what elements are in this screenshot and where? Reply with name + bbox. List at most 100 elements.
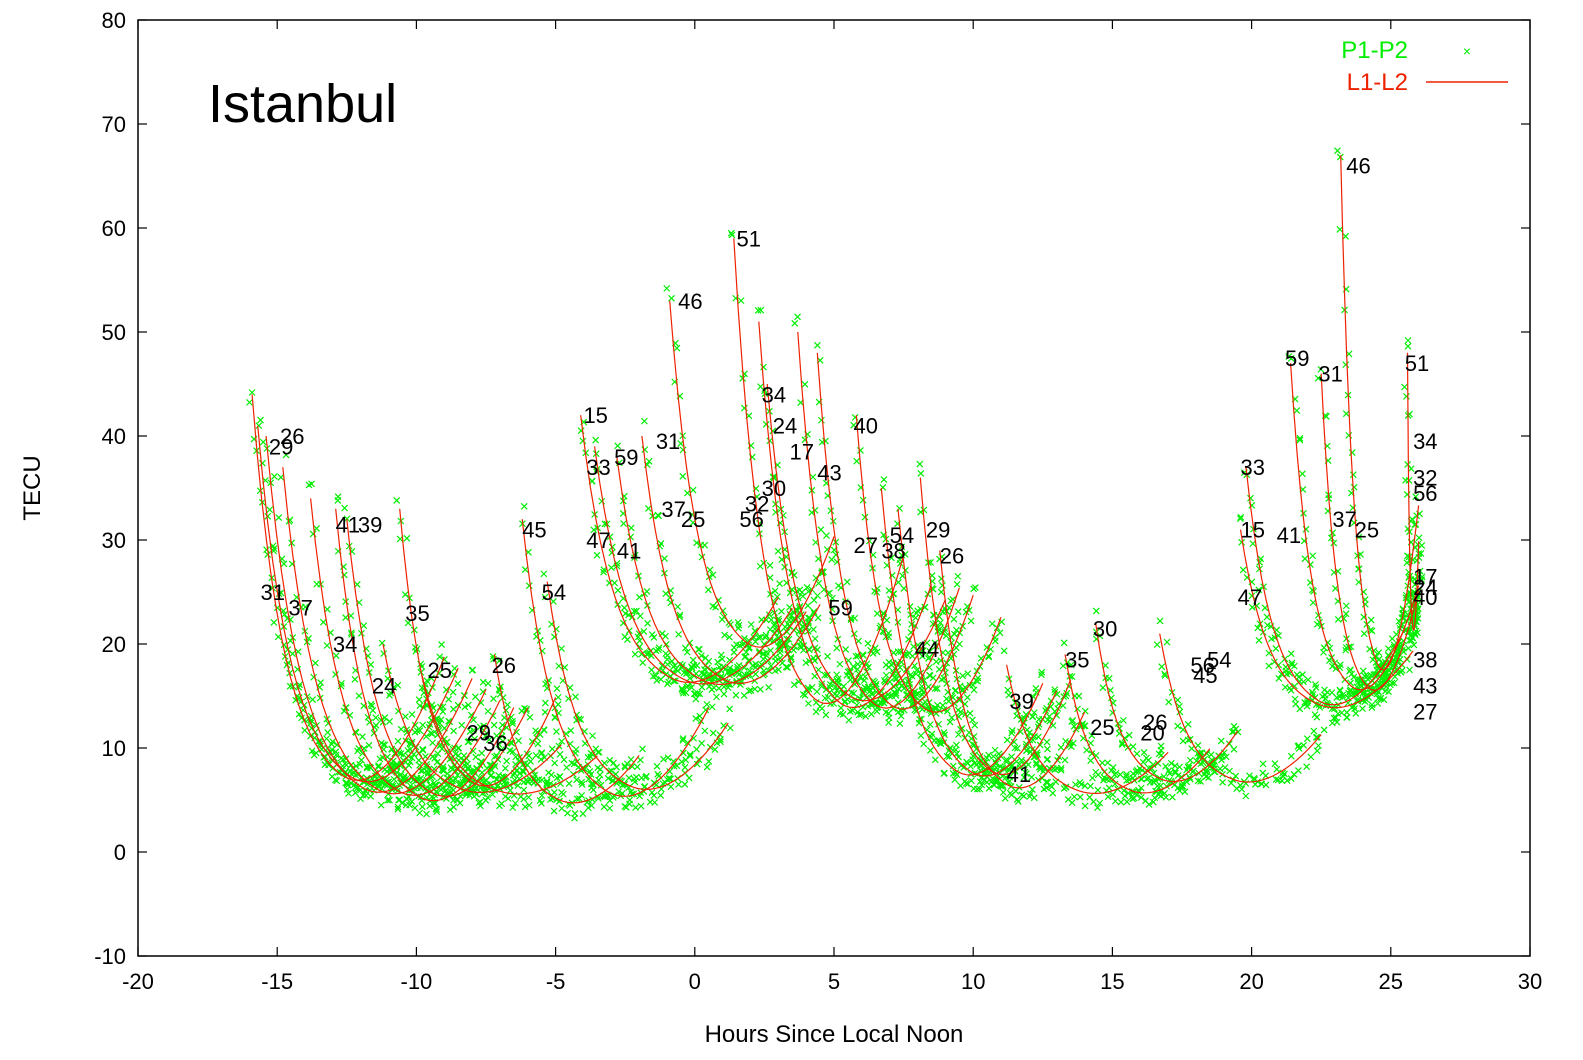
p1-p2-point (423, 810, 430, 818)
p1-p2-point (503, 757, 511, 765)
l1-l2-line (855, 415, 1002, 713)
p1-p2-point (906, 603, 914, 611)
p1-p2-point (614, 586, 622, 594)
p1-p2-point (1307, 753, 1315, 761)
p1-p2-point (688, 683, 695, 691)
p1-p2-point (1018, 756, 1025, 764)
satellite-label: 29 (926, 518, 950, 543)
p1-p2-point (866, 537, 873, 545)
p1-p2-point (614, 442, 622, 450)
p1-p2-point (438, 641, 446, 649)
p1-p2-point (1327, 534, 1335, 542)
p1-p2-point (495, 740, 503, 748)
p1-p2-point (1313, 733, 1321, 741)
p1-p2-point (776, 646, 784, 654)
p1-p2-point (1143, 775, 1151, 783)
p1-p2-point (1194, 777, 1202, 785)
p1-p2-point (519, 768, 527, 776)
p1-p2-point (752, 660, 759, 668)
p1-p2-point (1186, 756, 1194, 764)
satellite-label: 56 (739, 507, 763, 532)
p1-p2-point (627, 533, 635, 541)
p1-p2-point (801, 691, 809, 699)
p1-p2-point (1351, 705, 1359, 713)
p1-p2-point (396, 796, 404, 804)
p1-p2-point (554, 700, 562, 708)
satellite-label: 25 (1355, 518, 1379, 543)
p1-p2-point (501, 780, 509, 788)
p1-p2-point (1003, 736, 1011, 744)
axes: -20 -15 -10 -5 0 5 10 15 20 25 30 -10 0 10 20 30 40 50 60 7… (94, 8, 1542, 994)
p1-p2-point (1242, 792, 1250, 800)
p1-p2-point (590, 526, 598, 534)
p1-p2-point (259, 438, 267, 446)
p1-p2-point (1418, 542, 1426, 549)
x-tick-label: 20 (1239, 969, 1263, 994)
p1-p2-point (676, 611, 684, 619)
p1-p2-point (785, 635, 793, 643)
p1-p2-point (596, 771, 604, 779)
satellite-label: 47 (1238, 585, 1262, 610)
p1-p2-point (607, 564, 615, 572)
p1-p2-point (686, 751, 694, 758)
p1-p2-point (408, 711, 416, 718)
p1-p2-point (1123, 798, 1131, 806)
p1-p2-point (259, 459, 266, 467)
p1-p2-point (796, 586, 804, 594)
plot-area (246, 147, 1426, 822)
p1-p2-point (416, 809, 424, 817)
p1-p2-point (936, 737, 944, 745)
p1-p2-point (852, 652, 860, 660)
p1-p2-point (766, 561, 774, 569)
p1-p2-point (1263, 613, 1271, 621)
p1-p2-point (765, 683, 773, 691)
p1-p2-point (664, 754, 672, 762)
x-tick-label: -20 (122, 969, 154, 994)
p1-p2-point (1310, 727, 1318, 735)
p1-p2-point (568, 759, 576, 767)
p1-p2-point (660, 755, 667, 763)
p1-p2-point (587, 780, 595, 788)
satellite-label: 25 (1090, 715, 1114, 740)
p1-p2-point (277, 589, 285, 597)
p1-p2-point (476, 774, 483, 782)
p1-p2-point (805, 700, 812, 707)
p1-p2-point (502, 706, 510, 714)
p1-p2-point (683, 648, 691, 656)
p1-p2-point (397, 725, 405, 733)
p1-p2-point (571, 810, 579, 817)
p1-p2-point (1313, 747, 1321, 755)
y-tick-label: 40 (102, 424, 126, 449)
p1-p2-point (372, 714, 380, 722)
p1-p2-point (359, 791, 367, 799)
p1-p2-point (762, 649, 770, 656)
p1-p2-point (813, 688, 821, 696)
satellite-label: 41 (1007, 762, 1031, 787)
l1-l2-line (669, 300, 835, 648)
x-tick-label: -10 (401, 969, 433, 994)
p1-p2-point (1237, 513, 1245, 521)
p1-p2-point (967, 777, 975, 785)
p1-p2-point (520, 502, 528, 510)
p1-p2-point (511, 799, 519, 807)
x-axis-label: Hours Since Local Noon (705, 1021, 964, 1048)
p1-p2-point (507, 719, 515, 726)
p1-p2-point (397, 771, 405, 779)
p1-p2-point (429, 739, 437, 747)
p1-p2-point (643, 772, 650, 780)
p1-p2-point (717, 651, 725, 659)
p1-p2-point (506, 747, 514, 754)
p1-p2-point (496, 802, 503, 810)
l1-l2-line (1320, 373, 1420, 691)
p1-p2-point (519, 767, 527, 775)
p1-p2-point (1020, 792, 1028, 800)
p1-p2-point (674, 667, 682, 675)
p1-p2-point (471, 735, 479, 743)
p1-p2-point (1374, 700, 1382, 707)
p1-p2-point (507, 713, 515, 721)
p1-p2-point (1312, 684, 1320, 691)
p1-p2-point (1004, 686, 1012, 694)
p1-p2-point (323, 642, 331, 649)
p1-p2-point (1238, 538, 1246, 546)
satellite-label: 37 (288, 596, 312, 621)
